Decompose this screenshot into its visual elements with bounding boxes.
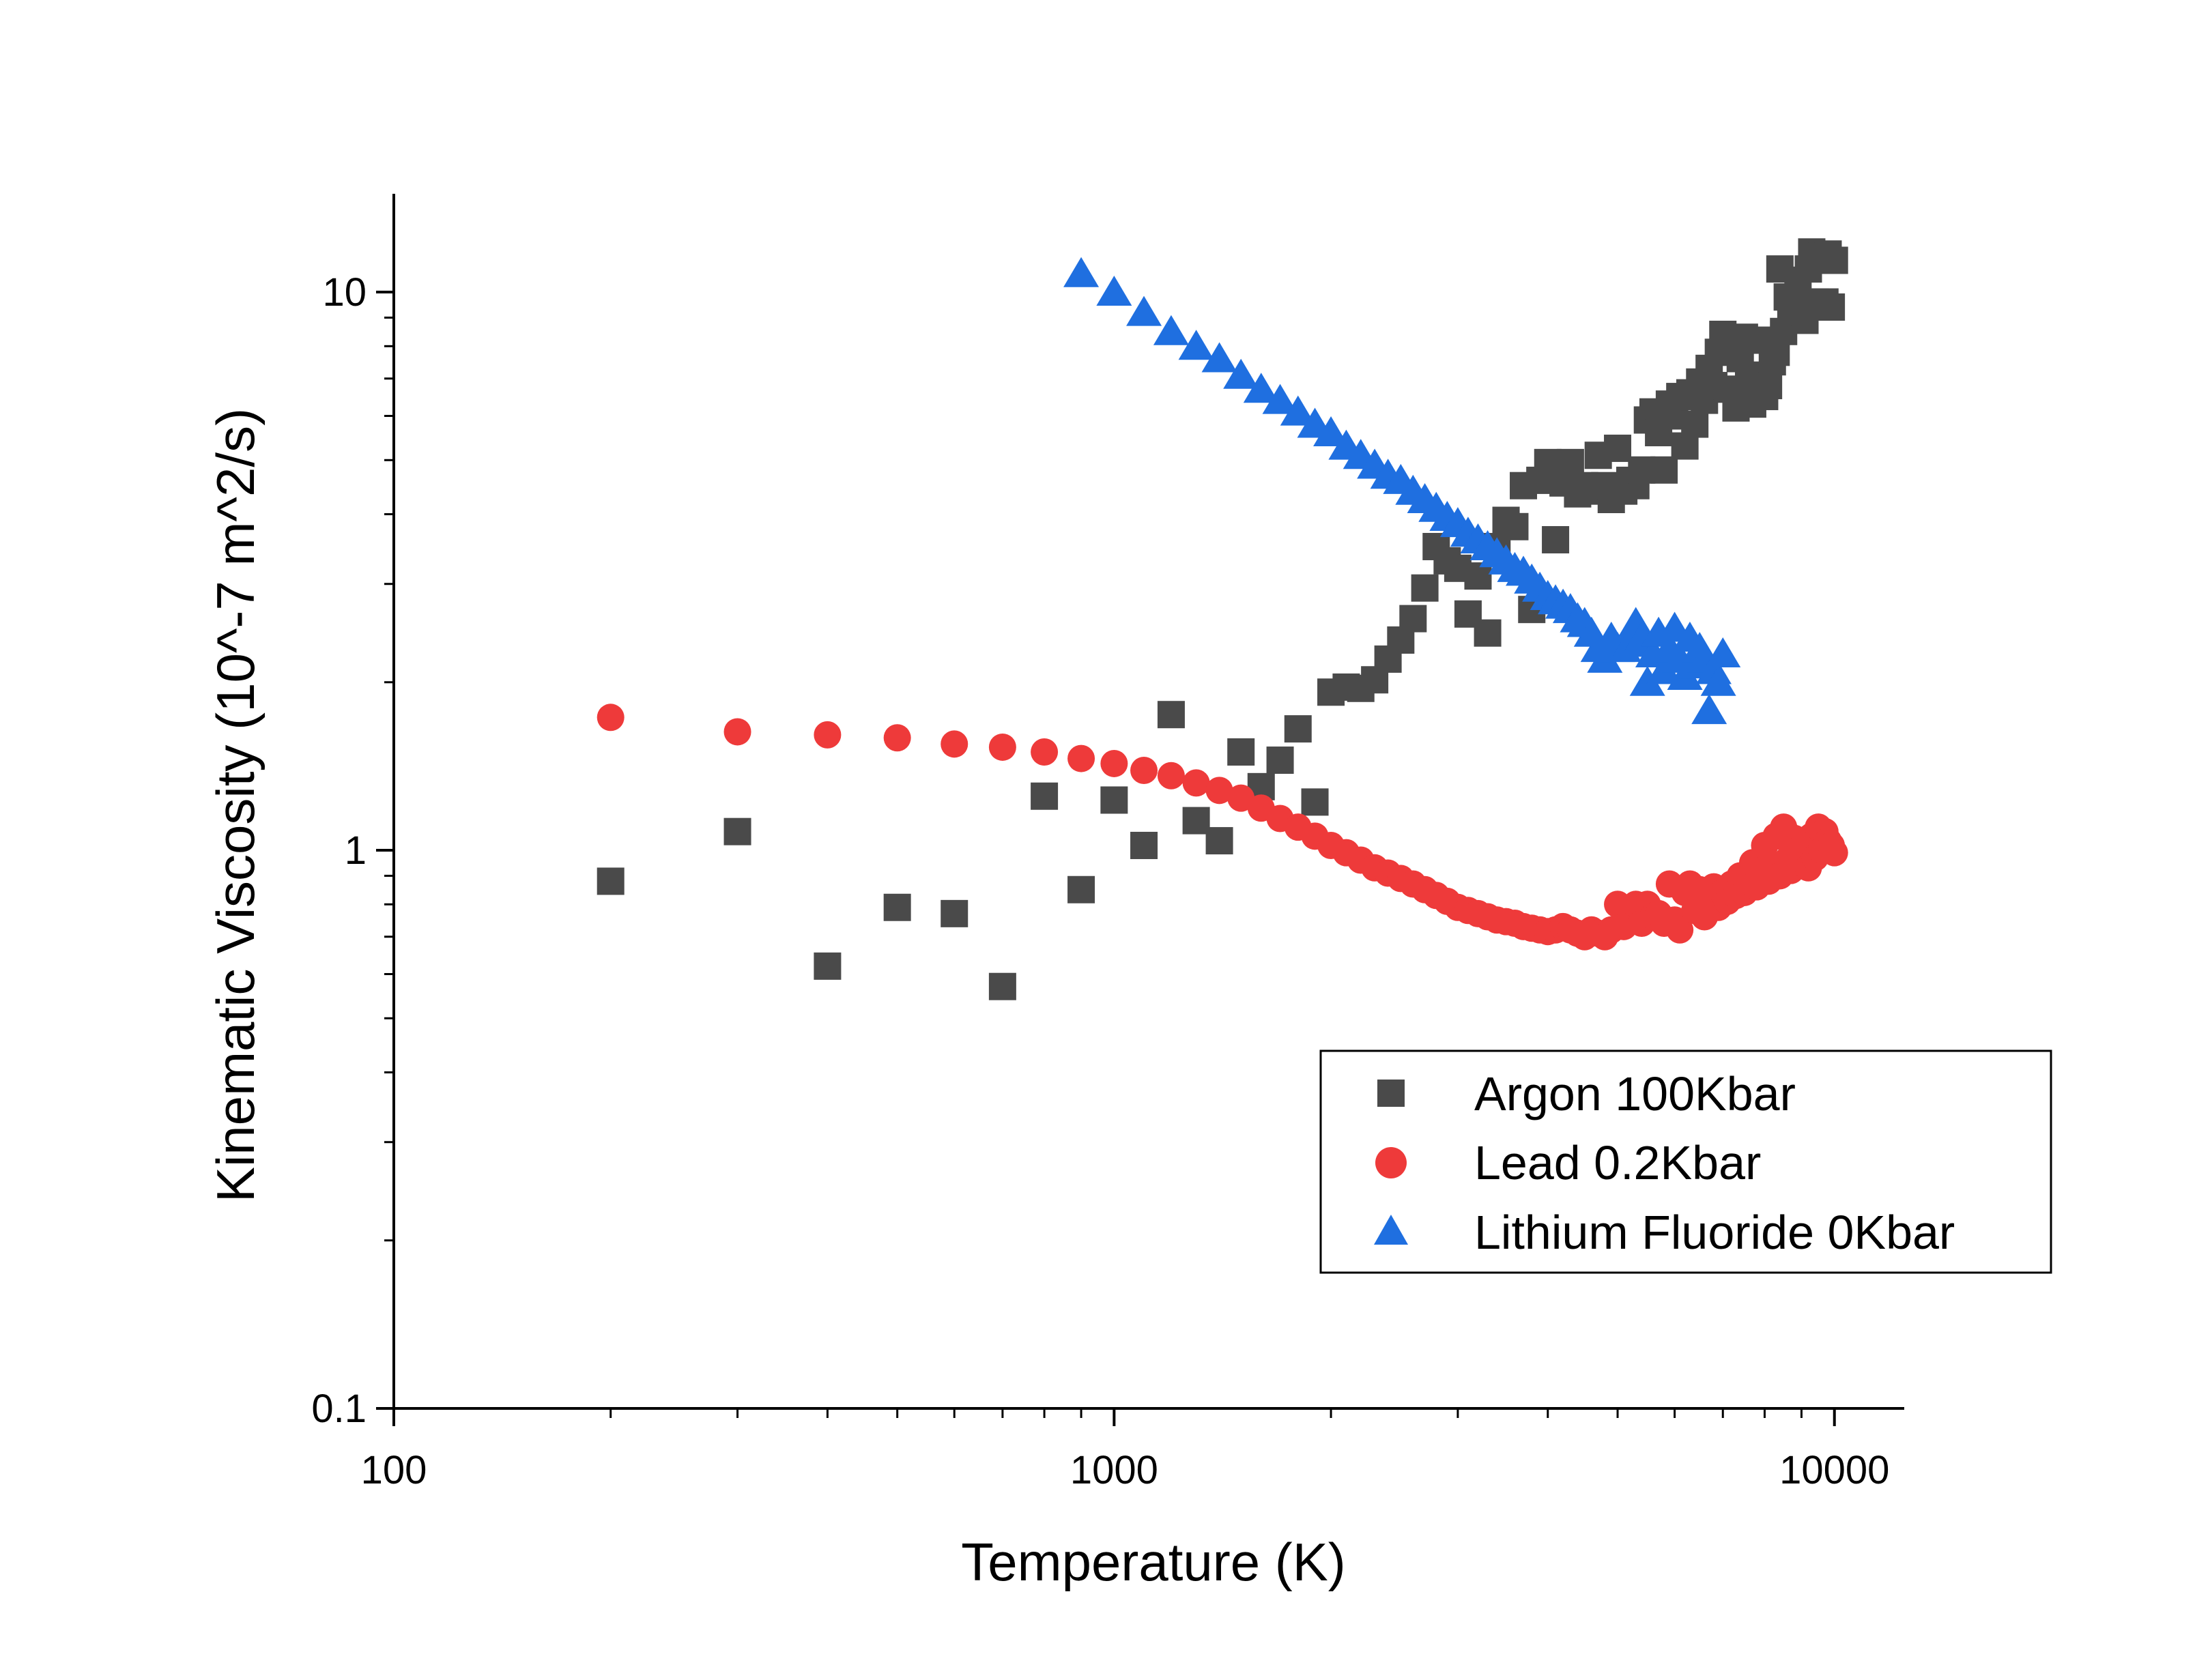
argon-point [941,899,969,927]
argon-point [1205,827,1233,855]
argon-point [723,817,751,845]
argon-point [1182,807,1210,835]
argon-point [1284,715,1312,743]
lithium-fluoride-point [1201,342,1237,373]
lithium-fluoride-point [1096,276,1132,306]
lithium-fluoride-point [1280,395,1316,426]
legend-label-argon: Argon 100Kbar [1474,1067,1796,1120]
argon-point [597,867,625,895]
y-tick-label: 0.1 [311,1387,367,1431]
argon-point [1818,293,1846,321]
argon-point [1266,747,1294,774]
lead-point [1067,744,1095,772]
y-tick-label: 1 [345,828,367,873]
x-axis-title: Temperature (K) [961,1532,1346,1592]
argon-point [1474,619,1502,647]
lithium-fluoride-point [1691,694,1727,725]
lead-point [814,721,842,749]
lithium-fluoride-point [1262,383,1298,414]
lithium-fluoride-point [1153,315,1189,345]
legend-label-lithium-fluoride: Lithium Fluoride 0Kbar [1474,1206,1955,1259]
argon-point [1157,701,1185,729]
series-triangle [1063,257,1741,725]
lead-point [883,724,911,752]
axis-ticks: 100 1000 10000 0.1 1 10 [311,270,1889,1492]
x-tick-label: 1000 [1070,1448,1158,1492]
lead-point [988,733,1016,761]
series-circle [597,704,1848,951]
argon-point [1130,831,1158,859]
lithium-fluoride-point [1705,637,1741,667]
series-square [597,238,1848,1000]
legend-marker-lead [1375,1147,1407,1178]
lead-point [1820,839,1848,867]
argon-point [1227,738,1255,766]
legend: Argon 100Kbar Lead 0.2Kbar Lithium Fluor… [1319,1049,2052,1274]
lead-point [1666,916,1694,944]
legend-label-lead: Lead 0.2Kbar [1474,1136,1761,1189]
argon-point [1301,788,1329,816]
legend-marker-argon [1377,1080,1405,1107]
lithium-fluoride-point [1313,416,1349,447]
argon-point [1411,574,1439,602]
axes [392,194,1904,1410]
lithium-fluoride-point [1646,654,1682,684]
legend-marker-lithium-fluoride [1374,1215,1408,1245]
argon-point [1542,525,1570,553]
argon-point [1604,434,1632,462]
lead-point [1182,769,1210,797]
lithium-fluoride-point [1700,665,1736,696]
lithium-fluoride-point [1223,358,1259,389]
x-tick-label: 100 [361,1448,427,1492]
argon-point [1031,782,1059,810]
argon-point [1650,456,1678,484]
lead-point [1227,784,1255,812]
lithium-fluoride-point [1629,665,1665,696]
argon-point [1067,875,1095,903]
y-tick-label: 10 [322,270,367,315]
lead-point [1130,757,1158,785]
lead-point [1100,749,1128,777]
lead-point [1031,738,1059,766]
argon-point [988,972,1016,1000]
lead-point [1205,777,1233,805]
lithium-fluoride-point [1126,295,1162,326]
argon-point [814,952,842,980]
lead-point [723,718,751,746]
legend-box [1319,1049,2052,1274]
lithium-fluoride-point [1063,257,1100,287]
y-axis-title: Kinematic Viscosity (10^-7 m^2/s) [205,408,266,1202]
lithium-fluoride-point [1178,330,1214,360]
argon-point [1681,410,1709,438]
lead-point [597,704,625,732]
lead-point [1157,762,1185,790]
data-marks [597,238,1848,1000]
lead-point [941,730,969,758]
x-tick-label: 10000 [1779,1448,1889,1492]
argon-point [1556,448,1584,476]
lithium-fluoride-point [1243,373,1279,403]
argon-point [1399,605,1427,633]
argon-point [1755,372,1783,400]
argon-point [883,893,911,921]
argon-point [1100,786,1128,814]
argon-point [1820,246,1848,274]
argon-point [1501,512,1529,540]
